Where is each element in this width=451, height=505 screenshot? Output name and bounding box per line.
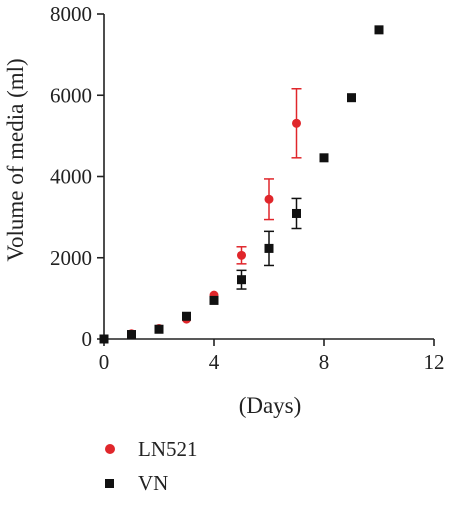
x-tick-label: 12	[424, 350, 445, 374]
data-point	[237, 250, 246, 260]
data-point	[374, 25, 384, 35]
y-tick-label: 2000	[50, 246, 92, 270]
x-axis-label: (Days)	[239, 393, 302, 418]
y-tick-label: 0	[82, 327, 93, 351]
legend-marker-ln521	[105, 444, 115, 454]
data-point	[264, 243, 274, 253]
data-point	[292, 118, 301, 128]
x-tick-label: 8	[319, 350, 330, 374]
y-axis-label: Volume of media (ml)	[3, 58, 28, 261]
data-point	[319, 153, 329, 163]
series-layer	[99, 25, 384, 344]
legend-label-vn: VN	[138, 471, 168, 495]
data-point	[99, 334, 109, 344]
x-tick-label: 0	[99, 350, 110, 374]
x-tick-label: 4	[209, 350, 220, 374]
legend-label-ln521: LN521	[138, 437, 198, 461]
data-point	[182, 311, 191, 321]
y-tick-label: 8000	[50, 2, 92, 26]
legend: LN521 VN	[105, 437, 198, 495]
data-point	[237, 275, 246, 285]
data-point	[209, 295, 219, 305]
y-ticks: 0 2000 4000 6000 8000	[50, 2, 104, 351]
data-point	[292, 208, 301, 218]
series-vn	[99, 25, 384, 344]
data-point	[154, 324, 164, 334]
y-tick-label: 6000	[50, 83, 92, 107]
data-point	[347, 93, 356, 103]
data-point	[264, 194, 274, 204]
y-tick-label: 4000	[50, 165, 92, 189]
legend-marker-vn	[105, 479, 114, 488]
x-ticks: 0 4 8 12	[99, 339, 445, 374]
data-point	[127, 330, 136, 340]
series-ln521	[99, 88, 302, 344]
